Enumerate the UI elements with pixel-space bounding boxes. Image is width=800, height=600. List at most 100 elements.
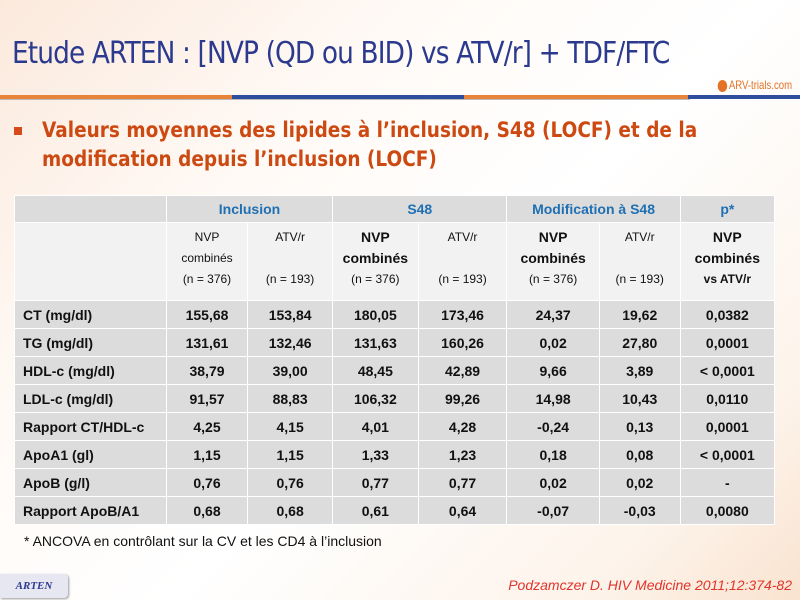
subtitle: Valeurs moyennes des lipides à l’inclusi… xyxy=(42,118,698,171)
header-group: S48 xyxy=(332,195,508,223)
header-line: combinés xyxy=(520,250,586,266)
table-cell: 0,61 xyxy=(332,496,419,525)
table-cell: -0,24 xyxy=(506,412,600,441)
table-cell: 10,43 xyxy=(598,384,681,413)
table-cell: 0,13 xyxy=(598,412,681,441)
row-label: Rapport ApoB/A1 xyxy=(14,496,167,525)
table-header-groups: Inclusion S48 Modification à S48 p* xyxy=(14,195,776,223)
table-cell: 153,84 xyxy=(247,300,334,329)
table-cell: 88,83 xyxy=(247,384,334,413)
header-line: ATV/r xyxy=(275,230,305,244)
row-label: TG (mg/dl) xyxy=(14,328,167,357)
header-empty xyxy=(14,195,167,223)
table-cell: 0,0080 xyxy=(679,496,776,525)
table-cell: 155,68 xyxy=(165,300,249,329)
table-cell: 1,33 xyxy=(332,440,419,469)
header-line: (n = 193) xyxy=(438,272,487,286)
header-subcolumn: NVP combinés vs ATV/r xyxy=(679,222,776,301)
header-group: Modification à S48 xyxy=(506,195,681,223)
table-cell: 4,01 xyxy=(332,412,419,441)
table-cell: 38,79 xyxy=(165,356,249,385)
table-cell: 24,37 xyxy=(506,300,600,329)
arv-trials-logo: ARV-trials.com xyxy=(717,78,792,92)
table-cell: 0,68 xyxy=(247,496,334,525)
header-subcolumn: ATV/r (n = 193) xyxy=(247,222,334,301)
table-cell: 0,68 xyxy=(165,496,249,525)
table-cell: 19,62 xyxy=(598,300,681,329)
table-cell: 4,25 xyxy=(165,412,249,441)
lipids-table: Inclusion S48 Modification à S48 p* NVP c… xyxy=(14,195,776,525)
table-row: ApoA1 (gl) 1,15 1,15 1,33 1,23 0,18 0,08 < 0,00… xyxy=(14,440,776,469)
row-label: ApoB (g/l) xyxy=(14,468,167,497)
header-line: ATV/r xyxy=(624,230,655,244)
table-row: Rapport ApoB/A1 0,68 0,68 0,61 0,64 -0,07 -0,0… xyxy=(14,496,776,525)
divider xyxy=(0,95,800,99)
table-cell: 39,00 xyxy=(247,356,334,385)
table-header-sub: NVP combinés (n = 376) ATV/r (n = 193) NVP co… xyxy=(14,222,776,301)
table-row: HDL-c (mg/dl) 38,79 39,00 48,45 42,89 9,66 3,8… xyxy=(14,356,776,385)
table-cell: 1,23 xyxy=(417,440,508,469)
table-cell: 0,02 xyxy=(506,328,600,357)
table-cell: 0,77 xyxy=(417,468,508,497)
table-cell: 132,46 xyxy=(247,328,334,357)
header-line: NVP xyxy=(712,229,742,245)
table-cell: 131,61 xyxy=(165,328,249,357)
header-line: vs ATV/r xyxy=(703,272,751,286)
table-row: ApoB (g/l) 0,76 0,76 0,77 0,77 0,02 0,02- xyxy=(14,468,776,497)
header-line: (n = 193) xyxy=(265,272,315,286)
header-line: combinés xyxy=(694,250,760,266)
table-cell: 173,46 xyxy=(417,300,508,329)
slide-title: Etude ARTEN : [NVP (QD ou BID) vs ATV/r]… xyxy=(12,36,670,71)
table-cell: 0,0001 xyxy=(679,412,776,441)
logo-text: ARV-trials.com xyxy=(728,78,792,92)
table-cell: 4,15 xyxy=(247,412,334,441)
table-cell: 3,89 xyxy=(598,356,681,385)
table-cell: 0,64 xyxy=(417,496,508,525)
table-cell: 91,57 xyxy=(165,384,249,413)
table-cell: 48,45 xyxy=(332,356,419,385)
table-cell: 0,76 xyxy=(247,468,334,497)
table-cell: 131,63 xyxy=(332,328,419,357)
table-cell: 99,26 xyxy=(417,384,508,413)
table-cell: -0,07 xyxy=(506,496,600,525)
header-line: (n = 376) xyxy=(528,272,578,286)
header-group: p* xyxy=(679,195,776,223)
table-cell: 0,0110 xyxy=(679,384,776,413)
header-line: (n = 376) xyxy=(351,272,400,286)
table-cell: 42,89 xyxy=(417,356,508,385)
study-tag: ARTEN xyxy=(0,574,68,598)
header-subcolumn: NVP combinés (n = 376) xyxy=(506,222,600,301)
table-row: LDL-c (mg/dl) 91,57 88,83 106,32 99,26 14,98 1… xyxy=(14,384,776,413)
table-cell: 180,05 xyxy=(332,300,419,329)
table-cell: 9,66 xyxy=(506,356,600,385)
header-group: Inclusion xyxy=(165,195,334,223)
divider xyxy=(0,99,690,100)
table-row: CT (mg/dl) 155,68 153,84 180,05 173,46 24,37 1… xyxy=(14,300,776,329)
bullet-icon xyxy=(14,127,22,135)
table-row: Rapport CT/HDL-c 4,25 4,15 4,01 4,28 -0,24 0,1… xyxy=(14,412,776,441)
table-cell: < 0,0001 xyxy=(679,440,776,469)
table-cell: 160,26 xyxy=(417,328,508,357)
logo-icon xyxy=(717,79,728,92)
table-cell: 0,0382 xyxy=(679,300,776,329)
header-subcolumn: NVP combinés (n = 376) xyxy=(165,222,249,301)
header-line: ATV/r xyxy=(447,230,478,244)
table-cell: 106,32 xyxy=(332,384,419,413)
table-cell: 0,76 xyxy=(165,468,249,497)
table-cell: - xyxy=(679,468,776,497)
table-cell: 1,15 xyxy=(247,440,334,469)
footnote: * ANCOVA en contrôlant sur la CV et les … xyxy=(24,533,382,549)
table-cell: -0,03 xyxy=(598,496,681,525)
header-line: (n = 193) xyxy=(615,272,664,286)
header-subcolumn: ATV/r (n = 193) xyxy=(598,222,681,301)
table-cell: 0,0001 xyxy=(679,328,776,357)
header-line: combinés xyxy=(181,251,233,265)
row-label: Rapport CT/HDL-c xyxy=(14,412,167,441)
row-label: CT (mg/dl) xyxy=(14,300,167,329)
header-subcolumn: ATV/r (n = 193) xyxy=(417,222,508,301)
table-cell: 4,28 xyxy=(417,412,508,441)
table-cell: 0,77 xyxy=(332,468,419,497)
table-cell: 0,18 xyxy=(506,440,600,469)
table-cell: 27,80 xyxy=(598,328,681,357)
header-empty xyxy=(14,222,167,301)
